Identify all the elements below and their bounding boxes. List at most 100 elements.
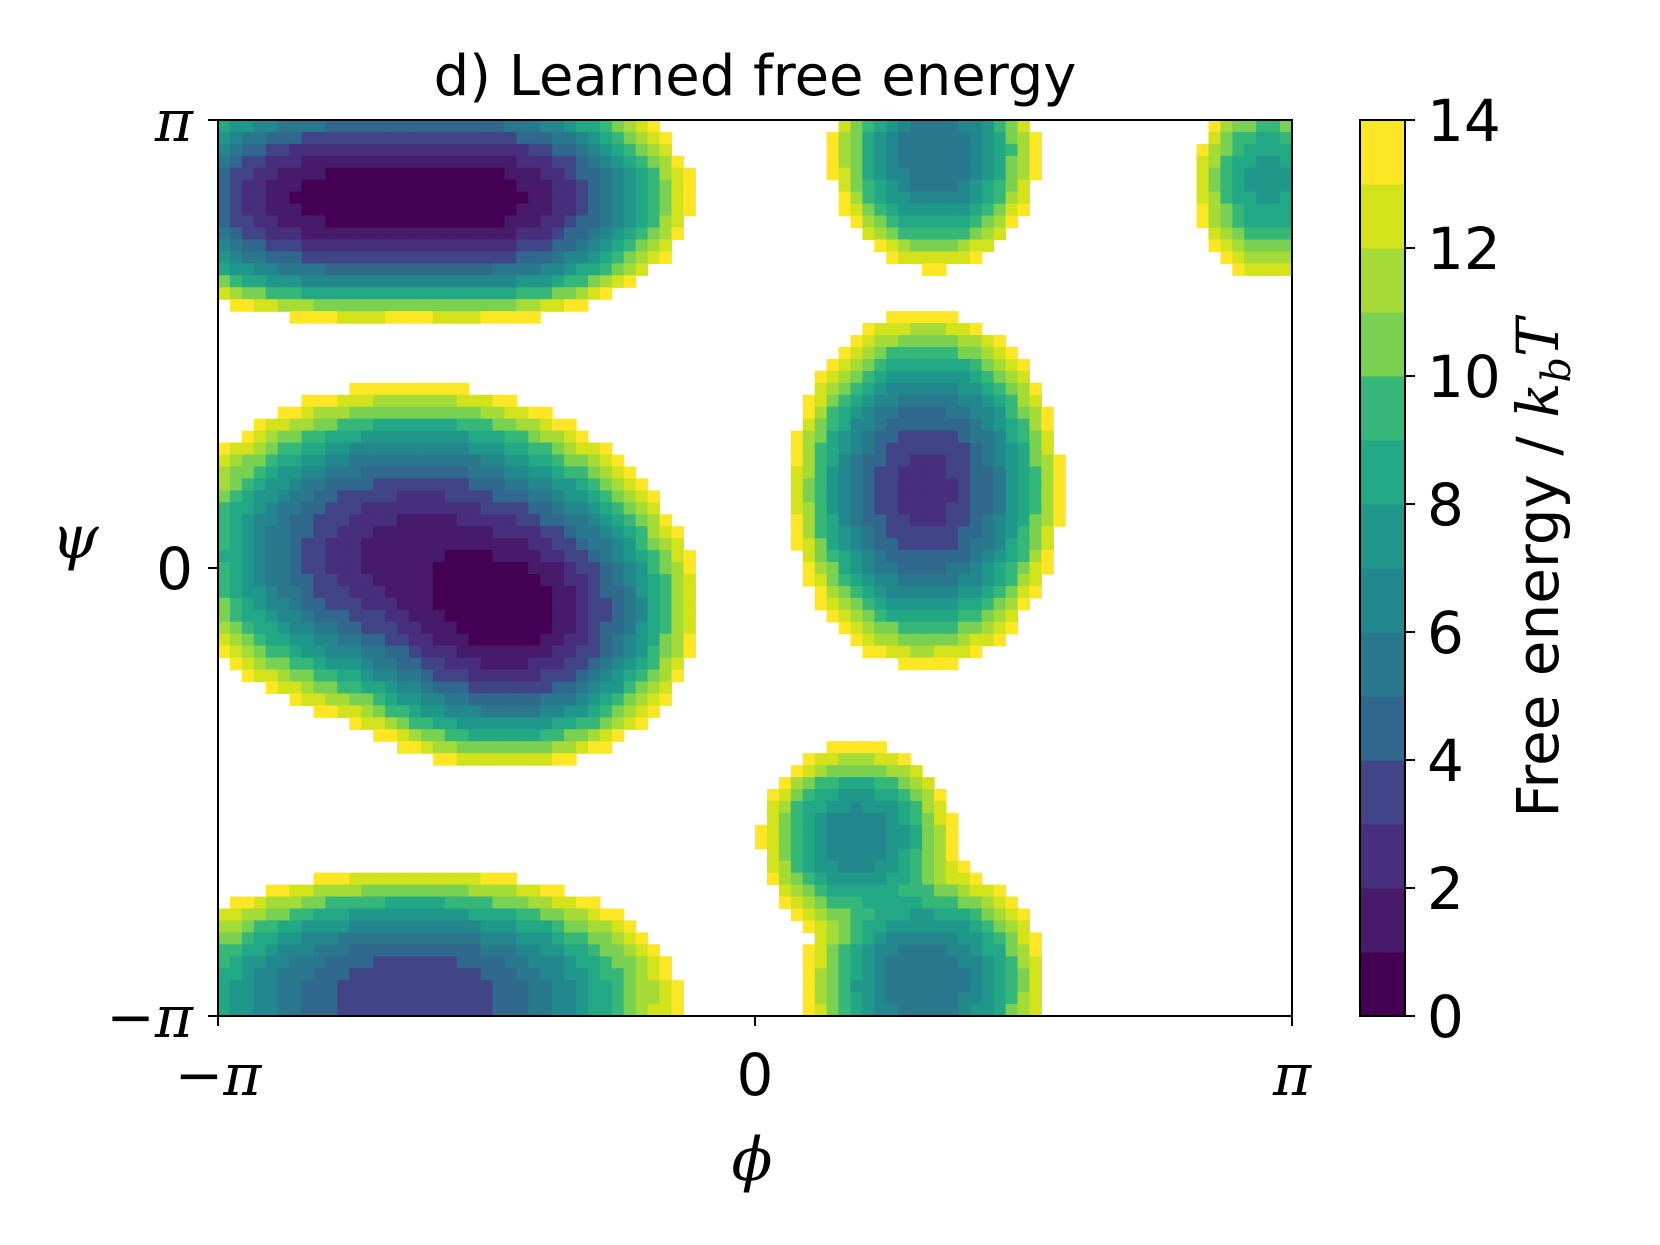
heatmap-cell bbox=[945, 633, 959, 647]
heatmap-cell bbox=[957, 884, 971, 898]
heatmap-cell bbox=[910, 442, 923, 456]
heatmap-cell bbox=[229, 538, 243, 551]
heatmap-cell bbox=[397, 657, 410, 671]
heatmap-cell bbox=[265, 502, 279, 515]
heatmap-cell bbox=[886, 454, 899, 468]
heatmap-cell bbox=[540, 430, 553, 444]
heatmap-cell bbox=[361, 394, 374, 408]
heatmap-cell bbox=[241, 562, 255, 575]
heatmap-cell bbox=[611, 633, 625, 647]
heatmap-cell bbox=[301, 896, 315, 910]
heatmap-cell bbox=[898, 573, 911, 587]
heatmap-cell bbox=[361, 681, 374, 695]
heatmap-cell bbox=[1220, 215, 1233, 229]
heatmap-cell bbox=[229, 514, 243, 527]
heatmap-cell bbox=[218, 585, 231, 599]
heatmap-cell bbox=[265, 131, 279, 145]
heatmap-cell bbox=[862, 454, 875, 468]
heatmap-cell bbox=[432, 980, 446, 993]
heatmap-cell bbox=[647, 490, 661, 503]
heatmap-cell bbox=[456, 741, 470, 754]
heatmap-cell bbox=[898, 920, 911, 933]
heatmap-cell bbox=[480, 753, 494, 766]
heatmap-cell bbox=[229, 502, 243, 515]
heatmap-cell bbox=[874, 167, 887, 181]
heatmap-cell bbox=[599, 920, 613, 933]
heatmap-cell bbox=[922, 251, 935, 264]
heatmap-cell bbox=[814, 573, 828, 587]
heatmap-cell bbox=[349, 191, 362, 205]
heatmap-cell bbox=[838, 550, 852, 563]
heatmap-cell bbox=[945, 131, 959, 145]
heatmap-cell bbox=[993, 335, 1007, 348]
heatmap-cell bbox=[934, 585, 947, 599]
heatmap-cell bbox=[277, 908, 291, 922]
heatmap-cell bbox=[229, 263, 243, 276]
heatmap-cell bbox=[969, 920, 983, 933]
heatmap-cell bbox=[934, 657, 947, 671]
heatmap-cell bbox=[790, 800, 804, 814]
heatmap-cell bbox=[265, 669, 279, 683]
heatmap-cell bbox=[373, 155, 386, 169]
heatmap-cell bbox=[241, 621, 255, 635]
heatmap-cell bbox=[1005, 1004, 1019, 1016]
heatmap-cell bbox=[599, 597, 613, 611]
heatmap-cell bbox=[993, 382, 1007, 396]
heatmap-cell bbox=[492, 872, 505, 886]
heatmap-cell bbox=[1208, 167, 1221, 181]
heatmap-cell bbox=[993, 418, 1007, 432]
heatmap-cell bbox=[492, 729, 505, 742]
heatmap-cell bbox=[432, 442, 446, 456]
heatmap-cell bbox=[480, 980, 494, 993]
heatmap-cell bbox=[623, 705, 637, 718]
heatmap-cell bbox=[886, 621, 899, 635]
heatmap-cell bbox=[229, 490, 243, 503]
heatmap-cell bbox=[540, 191, 553, 205]
heatmap-cell bbox=[611, 645, 625, 659]
heatmap-cell bbox=[349, 992, 362, 1005]
heatmap-cell bbox=[886, 956, 899, 969]
heatmap-cell bbox=[408, 239, 422, 253]
heatmap-cell bbox=[313, 263, 326, 276]
heatmap-cell bbox=[1017, 203, 1031, 217]
heatmap-cell bbox=[922, 120, 935, 133]
heatmap-cell bbox=[229, 920, 243, 933]
heatmap-cell bbox=[313, 215, 326, 229]
heatmap-cell bbox=[981, 442, 995, 456]
heatmap-cell bbox=[516, 585, 529, 599]
heatmap-cell bbox=[587, 538, 601, 551]
heatmap-cell bbox=[540, 514, 553, 527]
heatmap-cell bbox=[659, 1004, 673, 1016]
heatmap-cell bbox=[385, 944, 398, 957]
heatmap-cell bbox=[420, 597, 434, 611]
heatmap-cell bbox=[599, 120, 613, 133]
heatmap-cell bbox=[408, 442, 422, 456]
heatmap-cell bbox=[265, 514, 279, 527]
heatmap-cell bbox=[528, 514, 541, 527]
heatmap-cell bbox=[444, 466, 458, 479]
heatmap-cell bbox=[969, 239, 983, 253]
heatmap-cell bbox=[1005, 992, 1019, 1005]
heatmap-cell bbox=[444, 657, 458, 671]
heatmap-cell bbox=[540, 693, 553, 706]
heatmap-cell bbox=[480, 609, 494, 623]
heatmap-cell bbox=[981, 944, 995, 957]
heatmap-cell bbox=[241, 657, 255, 671]
heatmap-cell bbox=[623, 478, 637, 491]
heatmap-cell bbox=[611, 502, 625, 515]
heatmap-cell bbox=[552, 490, 565, 503]
heatmap-cell bbox=[576, 155, 589, 169]
heatmap-cell bbox=[814, 514, 828, 527]
heatmap-cell bbox=[934, 836, 947, 850]
heatmap-cell bbox=[337, 908, 350, 922]
heatmap-cell bbox=[229, 287, 243, 300]
heatmap-cell bbox=[790, 454, 804, 468]
heatmap-cell bbox=[373, 215, 386, 229]
heatmap-cell bbox=[241, 968, 255, 981]
heatmap-cell bbox=[456, 669, 470, 683]
heatmap-cell bbox=[910, 323, 923, 336]
heatmap-cell bbox=[229, 478, 243, 491]
heatmap-cell bbox=[301, 215, 315, 229]
heatmap-cell bbox=[910, 944, 923, 957]
heatmap-cell bbox=[671, 526, 684, 539]
